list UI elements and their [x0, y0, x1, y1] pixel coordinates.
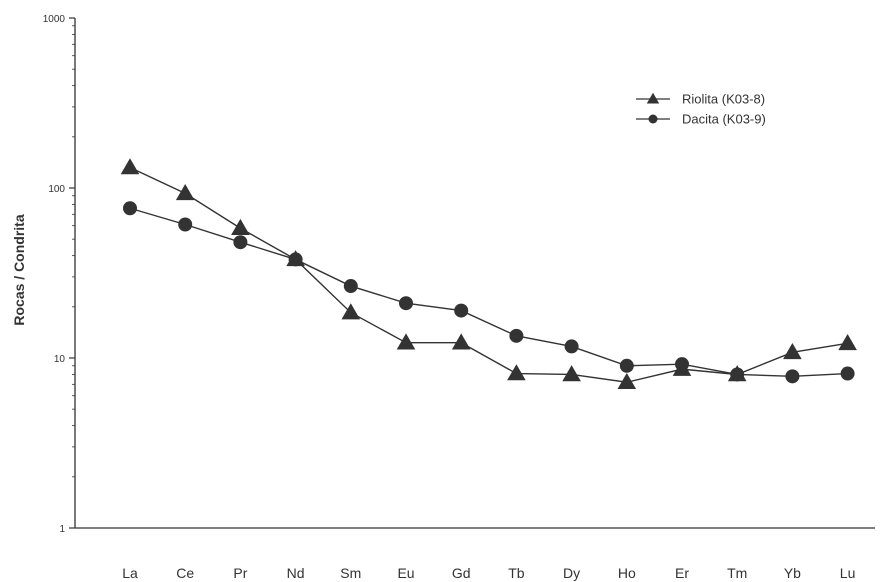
data-point: [619, 358, 634, 373]
y-tick-label: 100: [48, 184, 65, 195]
x-tick-label: Yb: [784, 565, 801, 581]
y-axis-title: Rocas / Condrita: [11, 214, 27, 325]
legend-marker: [648, 114, 658, 124]
data-point: [231, 218, 250, 235]
data-point: [730, 367, 745, 382]
x-tick-label: Ho: [618, 565, 636, 581]
x-tick-label: Sm: [340, 565, 361, 581]
series-line: [129, 166, 848, 383]
data-point: [396, 333, 416, 350]
x-tick-label: Gd: [452, 565, 471, 581]
x-tick-label: Eu: [397, 565, 414, 581]
y-tick-label: 1000: [43, 14, 66, 25]
y-axis-ticks: 1 10 100 1000: [43, 14, 75, 535]
x-axis-labels: La Ce Pr Nd Sm Eu Gd Tb Dy Ho Er Tm Yb Lu: [122, 565, 855, 581]
data-point: [617, 372, 637, 390]
series-group: [120, 158, 857, 390]
data-point: [838, 334, 857, 351]
data-point: [509, 328, 524, 343]
x-tick-label: Er: [675, 565, 689, 581]
x-tick-label: Lu: [840, 565, 856, 581]
x-tick-label: Tb: [508, 565, 525, 581]
series-riolita: [120, 158, 857, 390]
axes: [74, 18, 875, 529]
x-tick-label: Dy: [563, 565, 580, 581]
legend: Riolita (K03-8) Dacita (K03-9): [636, 92, 766, 127]
data-point: [840, 366, 855, 381]
data-point: [454, 303, 469, 318]
data-point: [562, 365, 581, 382]
y-tick-label: 1: [59, 524, 65, 535]
data-point: [675, 357, 689, 372]
x-tick-label: Ce: [176, 565, 194, 581]
x-tick-label: Pr: [233, 565, 247, 581]
legend-label: Dacita (K03-9): [682, 112, 766, 127]
data-point: [399, 296, 413, 311]
data-point: [123, 201, 137, 216]
x-tick-label: La: [122, 565, 138, 581]
data-point: [120, 158, 140, 175]
data-point: [288, 252, 303, 267]
series-dacita: [123, 201, 855, 384]
x-tick-label: Tm: [727, 565, 747, 581]
series-line: [129, 207, 848, 378]
data-point: [783, 343, 802, 360]
legend-marker: [646, 92, 660, 104]
data-point: [233, 235, 248, 250]
data-point: [341, 303, 361, 320]
data-point: [175, 184, 195, 201]
x-tick-label: Nd: [287, 565, 305, 581]
legend-label: Riolita (K03-8): [682, 92, 765, 107]
data-point: [564, 339, 579, 354]
data-point: [507, 364, 526, 381]
data-point: [178, 217, 193, 232]
y-tick-label: 10: [54, 354, 66, 365]
data-point: [785, 369, 800, 384]
data-point: [343, 279, 358, 294]
data-point: [451, 333, 471, 350]
